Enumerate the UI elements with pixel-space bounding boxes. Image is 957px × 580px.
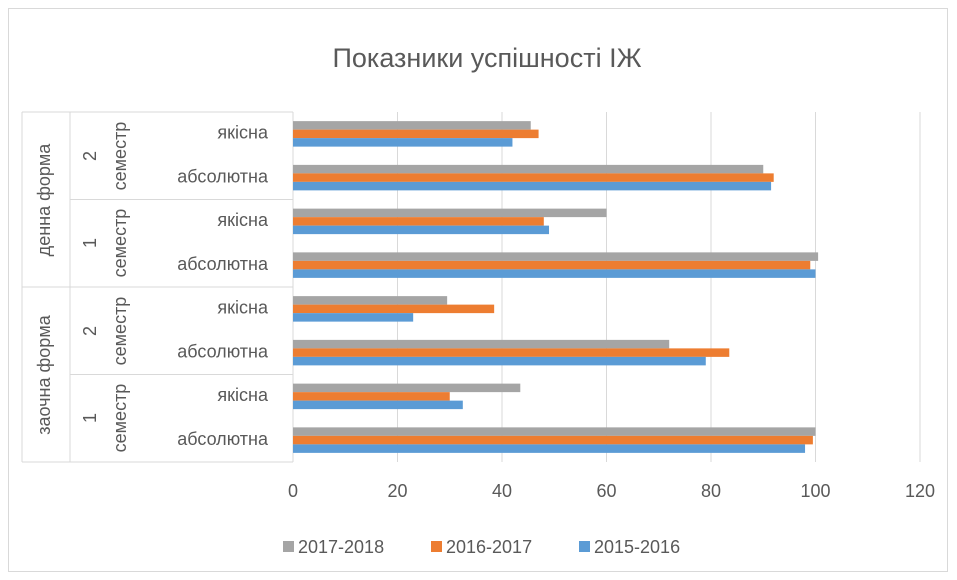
category-label: якісна (217, 298, 269, 318)
bar (293, 138, 513, 147)
bar (293, 444, 806, 453)
bar (293, 121, 531, 130)
group-label: заочна форма (34, 314, 54, 435)
x-tick-label: 80 (701, 481, 721, 501)
category-label: абсолютна (177, 341, 269, 361)
subgroup-label: 1 семестр (80, 208, 130, 278)
x-tick-label: 60 (596, 481, 616, 501)
bar (293, 356, 706, 366)
bar (293, 383, 521, 393)
bar (293, 225, 550, 235)
subgroup-label: 1 семестр (80, 383, 130, 453)
bar (293, 296, 448, 305)
chart-title: Показники успішності ІЖ (332, 43, 641, 73)
x-tick-label: 20 (387, 481, 407, 501)
x-tick-label: 40 (492, 481, 512, 501)
bar (293, 181, 772, 191)
x-tick-label: 100 (800, 481, 830, 501)
category-label: якісна (217, 210, 269, 230)
bar (293, 129, 539, 139)
chart-border (8, 8, 948, 572)
category-label: якісна (217, 385, 269, 405)
bar (293, 435, 813, 445)
legend-swatch (283, 541, 294, 552)
legend-label: 2017-2018 (298, 537, 384, 557)
x-tick-label: 0 (288, 481, 298, 501)
subgroup-label: 2 семестр (80, 121, 130, 191)
bar (293, 269, 816, 278)
bar (293, 208, 607, 218)
bar (293, 339, 670, 349)
bar (293, 392, 450, 401)
group-label: денна форма (34, 143, 54, 256)
bar (293, 427, 816, 436)
category-label: абсолютна (177, 254, 269, 274)
bar (293, 400, 463, 410)
legend-swatch (431, 541, 442, 552)
bar (293, 164, 764, 174)
category-label: якісна (217, 123, 269, 143)
bar (293, 348, 730, 357)
bar (293, 260, 811, 270)
bar (293, 252, 819, 261)
legend-swatch (579, 541, 590, 552)
bar (293, 313, 414, 322)
bar (293, 304, 495, 314)
legend-label: 2016-2017 (446, 537, 532, 557)
subgroup-label: 2 семестр (80, 296, 130, 366)
legend-label: 2015-2016 (594, 537, 680, 557)
category-label: абсолютна (177, 166, 269, 186)
x-tick-label: 120 (905, 481, 935, 501)
category-label: абсолютна (177, 429, 269, 449)
bar (293, 173, 774, 182)
bar (293, 217, 544, 226)
